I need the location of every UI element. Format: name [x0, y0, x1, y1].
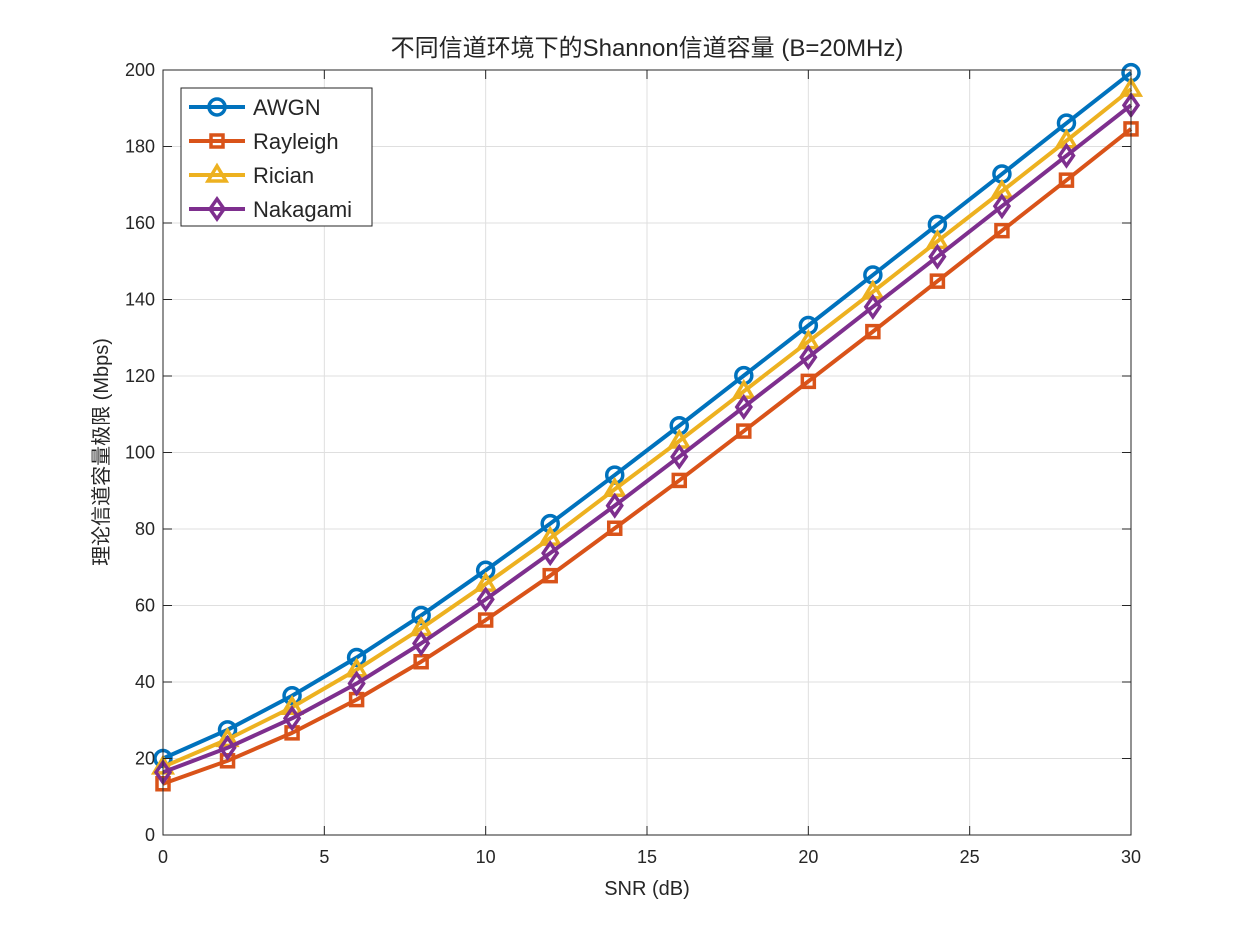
ticks: 0 5 10 15 20 25 30 0 20 40 60 80 100 120 140 160 180 200	[125, 60, 1141, 867]
legend-label: Rician	[253, 163, 314, 188]
series-layer	[150, 62, 1144, 792]
y-tick-label: 140	[125, 290, 155, 310]
data-point-awgn	[411, 605, 431, 626]
legend-item-rayleigh: Rayleigh	[189, 129, 339, 154]
y-tick-label: 200	[125, 60, 155, 80]
x-tick-label: 20	[798, 847, 818, 867]
data-point-nakagami	[411, 630, 431, 657]
legend-swatch-marker	[209, 133, 225, 149]
data-point-awgn	[346, 647, 367, 668]
legend-swatch-marker	[207, 195, 227, 223]
data-point-nakagami	[218, 734, 237, 761]
legend-label: AWGN	[253, 95, 321, 120]
data-point-rayleigh	[994, 222, 1010, 239]
data-point-nakagami	[670, 443, 689, 470]
x-tick-label: 5	[319, 847, 329, 867]
series-line-nakagami	[162, 103, 1133, 775]
legend: AWGN Rayleigh Rician Nakagami	[180, 87, 373, 227]
data-point-nakagami	[799, 344, 818, 371]
x-tick-label: 25	[960, 847, 980, 867]
data-point-nakagami	[928, 243, 947, 270]
data-point-nakagami	[347, 670, 366, 697]
data-point-awgn	[282, 686, 302, 706]
series-line-awgn	[162, 71, 1133, 761]
y-tick-label: 120	[125, 366, 155, 386]
y-tick-label: 100	[125, 443, 155, 463]
y-tick-label: 180	[125, 137, 155, 157]
x-tick-label: 15	[637, 847, 657, 867]
data-point-rayleigh	[671, 472, 688, 489]
data-point-rayleigh	[1058, 172, 1075, 188]
data-point-rician	[279, 694, 305, 715]
legend-swatch-marker	[207, 97, 227, 117]
x-tick-label: 0	[158, 847, 168, 867]
legend-label: Rayleigh	[253, 129, 339, 154]
data-point-rayleigh	[477, 612, 494, 628]
legend-item-rician: Rician	[189, 162, 314, 188]
y-tick-label: 160	[125, 213, 155, 233]
data-point-nakagami	[476, 586, 495, 613]
y-tick-label: 60	[135, 596, 155, 616]
legend-item-nakagami: Nakagami	[189, 195, 352, 223]
data-point-rayleigh	[606, 520, 623, 536]
series-line-rayleigh	[162, 127, 1133, 786]
y-tick-label: 0	[145, 825, 155, 845]
data-point-nakagami	[734, 393, 753, 421]
data-point-rayleigh	[929, 273, 946, 289]
x-tick-label: 30	[1121, 847, 1141, 867]
y-tick-label: 40	[135, 672, 155, 692]
chart-title: 不同信道环境下的Shannon信道容量 (B=20MHz)	[391, 35, 904, 62]
legend-label: Nakagami	[253, 197, 352, 222]
y-tick-label: 80	[135, 519, 155, 539]
data-point-nakagami	[605, 492, 624, 519]
series-line-rician	[162, 87, 1133, 769]
data-point-rayleigh	[865, 323, 881, 340]
data-point-nakagami	[1057, 142, 1076, 169]
x-tick-label: 10	[476, 847, 496, 867]
data-point-nakagami	[863, 293, 883, 320]
y-tick-label: 20	[135, 749, 155, 769]
data-point-nakagami	[282, 705, 302, 732]
data-point-rayleigh	[800, 373, 817, 390]
data-point-nakagami	[541, 540, 560, 567]
data-point-rayleigh	[542, 567, 558, 584]
series-nakagami	[153, 92, 1141, 786]
legend-swatch-marker	[204, 162, 230, 183]
data-point-rayleigh	[736, 423, 752, 439]
x-axis-label: SNR (dB)	[604, 878, 690, 900]
legend-item-awgn: AWGN	[189, 95, 321, 120]
data-point-nakagami	[992, 193, 1012, 220]
y-axis-label: 理论信道容量极限 (Mbps)	[90, 338, 113, 566]
data-point-rician	[215, 726, 240, 748]
